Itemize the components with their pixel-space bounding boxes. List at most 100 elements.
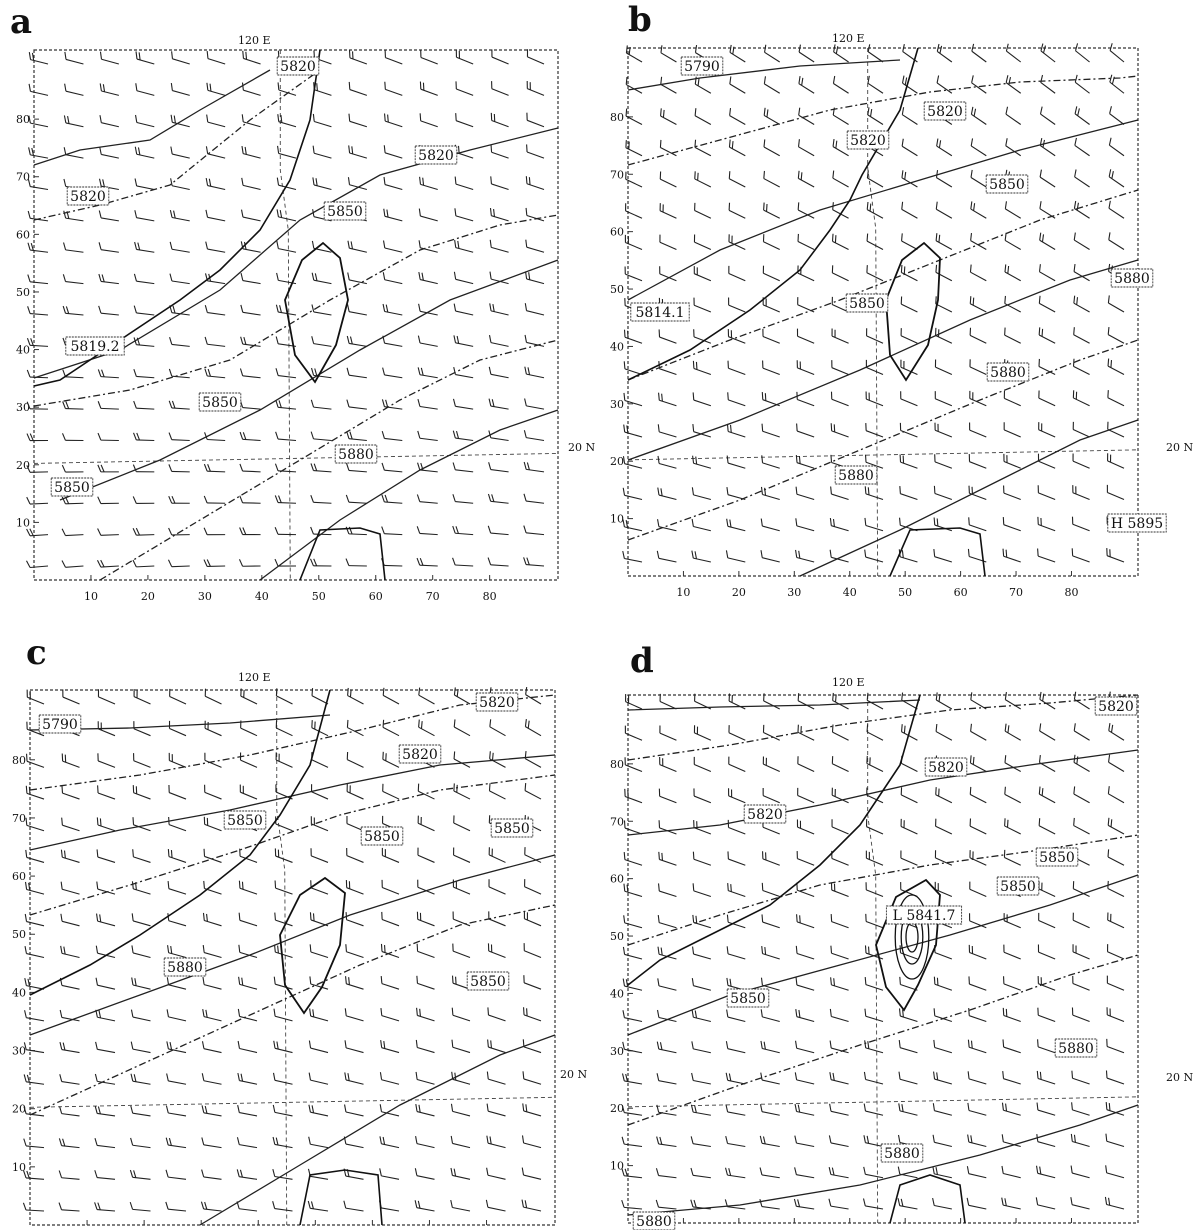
- contour-label-box: [38, 714, 82, 734]
- height-contour: [199, 1034, 556, 1226]
- y-tick-label: 20: [12, 1103, 26, 1116]
- lat-label-side: 20 N: [560, 1068, 588, 1081]
- height-contour: [799, 419, 1139, 577]
- island-outline: [885, 241, 941, 382]
- map-frame: [29, 689, 556, 1226]
- height-contour: [29, 854, 556, 1036]
- panel-a: a 120 E 20 N 10 20 30 40 50 60 70 80 10 20 30 40 50 6…: [0, 0, 600, 615]
- height-contour: [627, 694, 1139, 761]
- contour-label-box: [198, 392, 242, 412]
- contour-label-box: [846, 130, 890, 150]
- closed-contour: [905, 921, 919, 953]
- contour-label: 5850: [849, 296, 885, 312]
- x-tick-label: 20: [141, 590, 155, 603]
- contour-label-box: [466, 971, 510, 991]
- contour-label: 5820: [70, 189, 106, 205]
- map-frame: [33, 49, 559, 581]
- parallel-20n: [33, 452, 559, 464]
- map-frame: [627, 47, 1139, 577]
- contour-label-box: [924, 757, 968, 777]
- y-tick-label: 80: [610, 111, 624, 124]
- height-contour: [99, 339, 559, 581]
- y-tick-label: 20: [610, 1102, 624, 1115]
- contour-label-box: [1054, 1038, 1098, 1058]
- contour-label: 5880: [167, 960, 203, 976]
- contour-label: 5880: [636, 1214, 672, 1230]
- y-tick-label: 50: [16, 286, 30, 299]
- contour-label-box: [680, 56, 724, 76]
- contour-label-box: [163, 957, 207, 977]
- contour-label: 5880: [1114, 271, 1150, 287]
- contour-label: 5850: [470, 974, 506, 990]
- height-contour: [33, 214, 559, 407]
- x-tick-label: 70: [426, 590, 440, 603]
- contour-label: L 5841.7: [893, 908, 956, 924]
- contour-label-box: [986, 362, 1030, 382]
- y-tick-label: 20: [610, 455, 624, 468]
- contour-label-box: [632, 1211, 676, 1230]
- y-tick-label: 50: [12, 928, 26, 941]
- contour-label-box: [985, 174, 1029, 194]
- x-tick-label: 60: [954, 586, 968, 599]
- wind-barbs: [622, 43, 1125, 563]
- x-tick-label: 30: [787, 586, 801, 599]
- contour-label-box: [334, 444, 378, 464]
- panel-label: a: [10, 2, 33, 42]
- panel-label: d: [630, 641, 654, 681]
- panel-label: c: [26, 633, 47, 673]
- contour-label: 5820: [479, 695, 515, 711]
- y-tick-label: 10: [16, 516, 30, 529]
- height-contour: [59, 259, 559, 501]
- y-tick-label: 80: [610, 758, 624, 771]
- contour-label: 5790: [684, 59, 720, 75]
- wind-barbs: [26, 49, 545, 569]
- height-contour: [627, 1104, 1139, 1216]
- contour-label: 5820: [402, 747, 438, 763]
- y-tick-label: 80: [16, 113, 30, 126]
- y-tick-label: 40: [12, 986, 26, 999]
- y-tick-label: 40: [16, 344, 30, 357]
- contour-label: 5790: [42, 717, 78, 733]
- y-tick-label: 40: [610, 987, 624, 1000]
- height-contour: [627, 189, 1139, 381]
- coastline: [33, 49, 321, 387]
- height-contour: [259, 409, 559, 581]
- contour-label-box: [490, 818, 534, 838]
- contour-label: 5850: [327, 204, 363, 220]
- x-tick-label: 40: [255, 590, 269, 603]
- height-contour: [627, 339, 1139, 541]
- y-tick-label: 60: [16, 228, 30, 241]
- contour-label-box: [414, 145, 458, 165]
- height-contour: [33, 69, 321, 221]
- lon-label-top: 120 E: [238, 34, 271, 47]
- contour-label: 5850: [1039, 850, 1075, 866]
- contour-label-box: [398, 744, 442, 764]
- contour-label: 5880: [338, 447, 374, 463]
- height-contour: [29, 754, 556, 851]
- x-tick-label: 70: [1009, 586, 1023, 599]
- contour-label-box: [65, 336, 125, 356]
- x-tick-label: 80: [483, 590, 497, 603]
- panel-c: c 120 E 20 N 102030405060708010203040506…: [0, 615, 600, 1230]
- parallel-20n: [627, 1096, 1139, 1108]
- contour-label: 5850: [989, 177, 1025, 193]
- contour-label: 5880: [990, 365, 1026, 381]
- height-contour: [627, 749, 1139, 836]
- contour-label: 5850: [202, 395, 238, 411]
- y-tick-label: 70: [610, 815, 624, 828]
- x-tick-label: 10: [676, 586, 690, 599]
- contour-label-box: [880, 1143, 924, 1163]
- contour-label: 5850: [1000, 879, 1036, 895]
- map-svg: 1020304050607080102030405060708057905820…: [12, 687, 556, 1226]
- y-tick-label: 20: [16, 459, 30, 472]
- x-tick-label: 50: [312, 590, 326, 603]
- y-tick-label: 50: [610, 930, 624, 943]
- contour-label-box: [1094, 696, 1138, 716]
- closed-contour: [894, 894, 930, 980]
- y-tick-label: 10: [610, 513, 624, 526]
- x-tick-label: 30: [198, 590, 212, 603]
- contour-label: 5819.2: [71, 339, 120, 355]
- island-outline: [279, 876, 346, 1015]
- height-contour: [627, 259, 1139, 461]
